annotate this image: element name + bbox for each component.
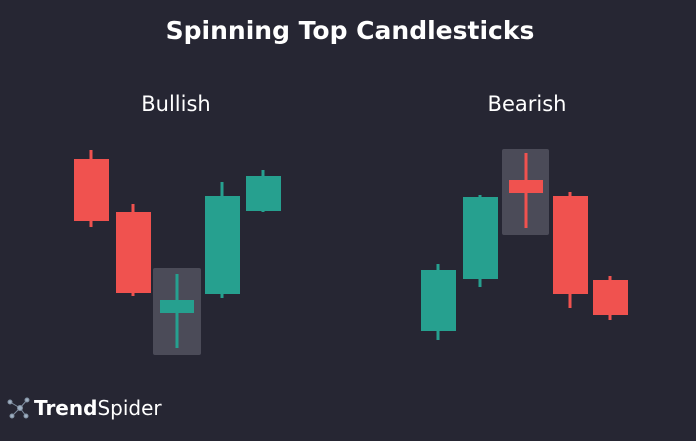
candle-body bbox=[116, 212, 151, 293]
candle-body bbox=[74, 159, 109, 221]
candle-body bbox=[509, 180, 543, 193]
candle-body bbox=[593, 280, 628, 315]
logo-icon bbox=[7, 397, 30, 419]
panel-label: Bearish bbox=[488, 92, 567, 116]
logo-text: TrendSpider bbox=[34, 396, 162, 420]
logo-regular: Spider bbox=[97, 396, 162, 420]
candle-body bbox=[463, 197, 498, 279]
bullish-candles bbox=[74, 150, 281, 355]
logo-bold: Trend bbox=[34, 396, 97, 420]
candle-body bbox=[421, 270, 456, 331]
bearish-candles bbox=[421, 149, 628, 340]
candle-body bbox=[160, 300, 194, 313]
candle-body bbox=[205, 196, 240, 294]
candle-body bbox=[553, 196, 588, 294]
panel-label: Bullish bbox=[141, 92, 210, 116]
title: Spinning Top Candlesticks bbox=[166, 16, 535, 45]
candle-body bbox=[246, 176, 281, 211]
